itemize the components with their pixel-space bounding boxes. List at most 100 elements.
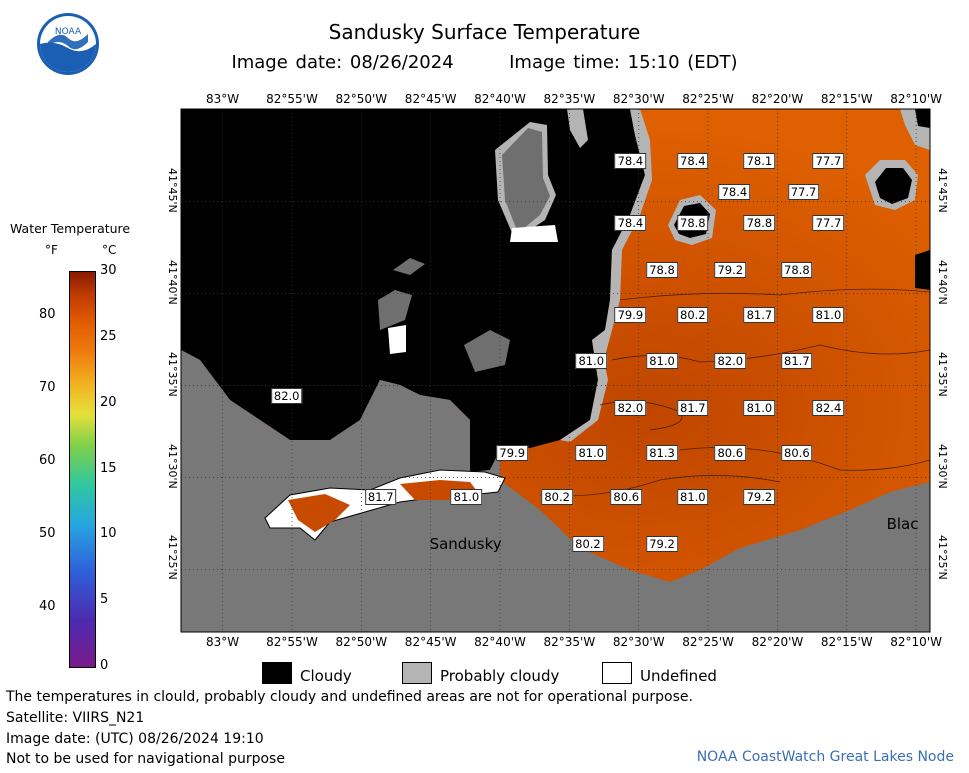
temperature-label: 81.7: [743, 307, 776, 324]
temperature-label: 80.2: [677, 307, 709, 324]
latitude-label: 41°30'N: [166, 443, 179, 489]
image-date-label: Image date: 08/26/2024: [231, 52, 454, 73]
celsius-tick: 5: [100, 592, 109, 608]
temperature-label: 77.7: [812, 214, 845, 231]
longitude-label: 82°55'W: [266, 92, 318, 106]
celsius-tick: 25: [100, 328, 117, 344]
unit-celsius: °C: [102, 243, 117, 257]
unit-fahrenheit: °F: [45, 243, 58, 257]
temperature-label: 82.0: [270, 387, 303, 404]
temperature-label: 81.0: [450, 489, 483, 506]
longitude-label: 83°W: [206, 92, 240, 106]
temperature-label: 81.0: [575, 352, 608, 369]
latitude-label: 41°25'N: [936, 535, 949, 581]
probably-cloudy-patch: [567, 109, 588, 148]
temperature-label: 78.8: [781, 262, 813, 279]
place-label: Sandusky: [429, 534, 502, 553]
celsius-tick: 10: [100, 526, 117, 542]
footer-satellite: Satellite: VIIRS_N21: [6, 710, 145, 726]
temperature-label: 82.4: [812, 400, 845, 416]
cloud-patch: [915, 250, 930, 290]
legend-undefined-label: Undefined: [640, 667, 717, 685]
latitude-label: 41°35'N: [166, 351, 179, 397]
temperature-label: 80.2: [572, 535, 604, 552]
temperature-label: 80.6: [610, 489, 643, 506]
fahrenheit-tick: 50: [39, 526, 56, 542]
longitude-label: 82°50'W: [335, 92, 388, 106]
longitude-label: 82°15'W: [820, 635, 873, 649]
legend-undefined-swatch: [602, 662, 632, 684]
image-datetime: Image date: 08/26/2024 Image time: 15:10…: [0, 52, 969, 73]
longitude-label: 82°30'W: [612, 635, 665, 649]
temperature-label: 81.0: [646, 352, 678, 369]
contour-line: [539, 475, 781, 497]
map-title: Sandusky Surface Temperature: [328, 20, 641, 44]
color-scale-bar: [69, 271, 96, 668]
longitude-label: 82°10'W: [890, 92, 942, 106]
fahrenheit-tick: 60: [39, 453, 56, 469]
graticule: [181, 109, 930, 632]
temperature-label: 77.7: [812, 152, 845, 169]
legend-cloudy-swatch: [262, 662, 292, 684]
longitude-label: 82°40'W: [474, 92, 526, 106]
longitude-label: 82°35'W: [543, 92, 596, 106]
temperature-label: 81.0: [743, 400, 776, 416]
temperature-label: 78.4: [677, 152, 709, 169]
temperature-label: 78.1: [743, 152, 776, 169]
fahrenheit-tick: 80: [39, 306, 56, 322]
legend-probably-cloudy-label: Probably cloudy: [440, 667, 560, 685]
temperature-label: 80.6: [781, 445, 813, 462]
temperature-label: 78.8: [743, 214, 776, 231]
footer-disclaimer: The temperatures in clould, probably clo…: [6, 689, 693, 705]
celsius-tick: 20: [100, 394, 117, 410]
temperature-label: 78.4: [718, 183, 751, 200]
temperature-label: 79.2: [714, 262, 747, 279]
temperature-label: 81.0: [677, 489, 709, 506]
probably-cloudy-patch: [393, 258, 425, 275]
legend-cloudy-label: Cloudy: [300, 667, 352, 685]
cloud-patch: [875, 168, 912, 204]
temperature-label: 79.9: [614, 307, 647, 324]
celsius-tick: 0: [100, 658, 109, 673]
legend-probably-cloudy-swatch: [402, 662, 432, 684]
longitude-label: 82°15'W: [820, 92, 873, 106]
celsius-tick: 30: [100, 263, 117, 278]
noaa-logo: NOAA: [37, 13, 99, 75]
temperature-label: 81.0: [812, 307, 845, 324]
longitude-label: 82°25'W: [682, 92, 734, 106]
latitude-label: 41°45'N: [936, 167, 949, 213]
footer-utc-date: Image date: (UTC) 08/26/2024 19:10: [6, 731, 264, 747]
longitude-label: 82°10'W: [890, 635, 942, 649]
place-label: Blac: [886, 514, 919, 533]
temperature-label: 79.2: [646, 535, 678, 552]
contour-line: [619, 288, 930, 301]
temperature-label: 80.6: [714, 445, 747, 462]
temperature-label: 81.7: [677, 400, 709, 416]
longitude-label: 82°20'W: [751, 635, 804, 649]
bay-water: [288, 494, 350, 532]
temperature-label: 80.2: [541, 489, 573, 506]
probably-cloudy-patch: [378, 290, 412, 330]
temperature-label: 82.0: [714, 352, 747, 369]
latitude-label: 41°25'N: [166, 535, 179, 581]
longitude-label: 82°45'W: [404, 635, 457, 649]
temperature-label: 77.7: [787, 183, 820, 200]
temperature-label: 79.9: [496, 445, 529, 462]
temperature-label: 79.2: [743, 489, 776, 506]
fahrenheit-tick: 40: [39, 599, 56, 615]
longitude-label: 82°20'W: [751, 92, 804, 106]
undefined-patch: [510, 225, 558, 242]
temperature-label: 81.7: [781, 352, 813, 369]
latitude-label: 41°40'N: [166, 259, 179, 305]
temperature-label: 81.7: [364, 489, 397, 506]
temperature-label: 78.8: [646, 262, 678, 279]
scale-title: Water Temperature: [10, 221, 131, 236]
longitude-label: 82°40'W: [474, 635, 526, 649]
fahrenheit-tick: 70: [39, 380, 56, 396]
latitude-label: 41°45'N: [166, 167, 179, 213]
land-area: [181, 350, 930, 632]
longitude-label: 82°25'W: [682, 635, 734, 649]
credit-link[interactable]: NOAA CoastWatch Great Lakes Node: [696, 749, 954, 765]
probably-cloudy-patch: [502, 128, 550, 233]
